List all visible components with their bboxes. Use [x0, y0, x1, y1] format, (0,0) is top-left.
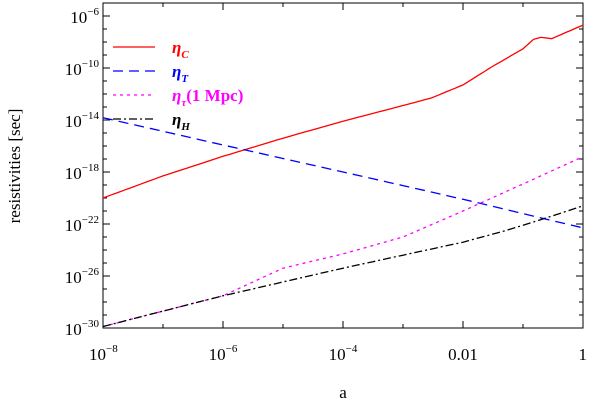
series-line-1 — [102, 117, 584, 229]
legend-label-2: ητ(1 Mpc) — [172, 86, 243, 109]
x-tick-label: 1 — [579, 345, 588, 364]
x-tick-label: 10−4 — [329, 343, 358, 364]
y-axis-title: resistivities [sec] — [5, 109, 24, 224]
y-tick-label: 10−26 — [65, 266, 100, 287]
series-line-2 — [102, 156, 584, 328]
legend-label-0: ηC — [172, 38, 189, 61]
y-tick-label: 10−18 — [65, 162, 100, 183]
x-tick-label: 10−8 — [89, 343, 118, 364]
legend-label-3: ηH — [172, 110, 190, 133]
axis-ticks — [102, 2, 584, 329]
y-tick-label: 10−22 — [65, 214, 99, 235]
series-line-0 — [102, 24, 584, 199]
y-tick-label: 10−14 — [65, 110, 100, 131]
x-tick-label: 10−6 — [209, 343, 238, 364]
legend-label-1: ηT — [172, 62, 189, 85]
x-axis-title: a — [339, 383, 347, 402]
y-tick-label: 10−30 — [65, 318, 100, 339]
y-tick-label: 10−10 — [65, 58, 100, 79]
y-tick-label: 10−6 — [70, 6, 99, 27]
x-tick-label: 0.01 — [448, 345, 478, 364]
series-lines — [102, 24, 584, 328]
tick-labels: 10−8 10−6 10−4 0.01 1 10−30 10−26 10−22 10−18 10−… — [65, 6, 587, 364]
series-line-3 — [102, 205, 584, 328]
